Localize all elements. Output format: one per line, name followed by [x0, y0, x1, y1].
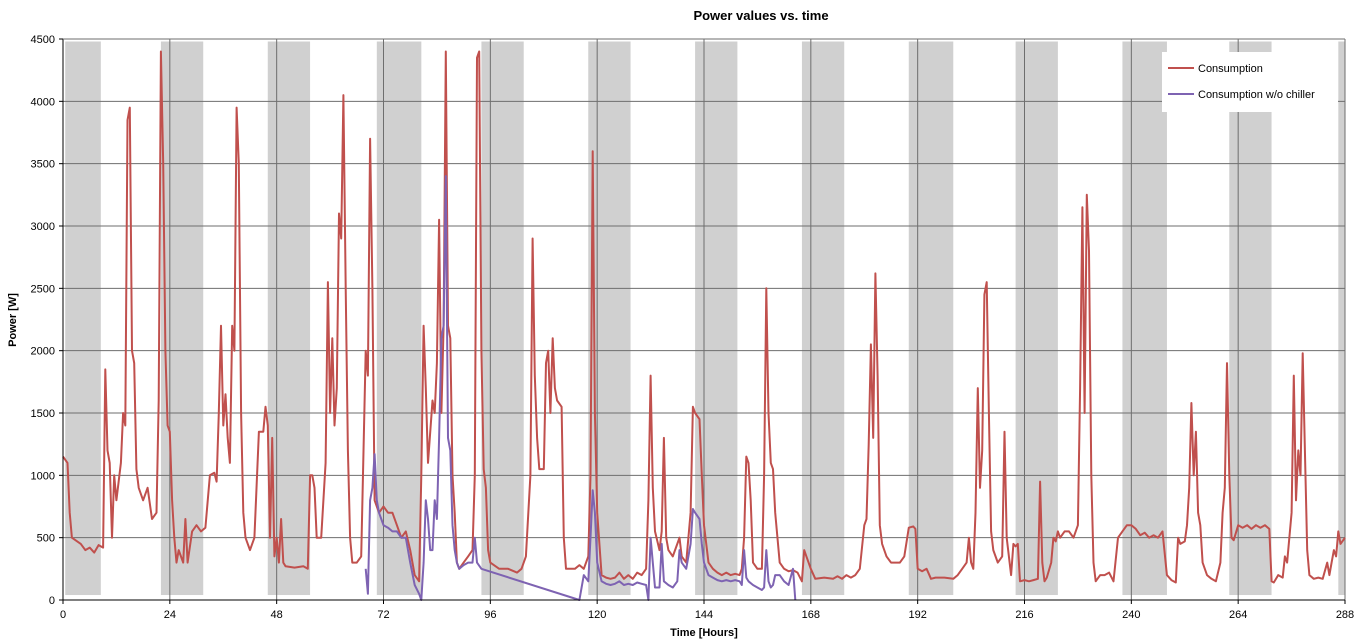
- x-tick-label-4: 96: [484, 609, 496, 621]
- y-tick-label-9: 4500: [31, 34, 55, 46]
- shaded-band-6: [695, 41, 738, 596]
- y-tick-label-0: 0: [49, 595, 55, 607]
- series-line-0: [62, 50, 1346, 584]
- gridlines: [63, 38, 1346, 600]
- shaded-bands: [65, 41, 1345, 596]
- y-axis-title: Power [W]: [7, 293, 19, 347]
- y-tick-label-7: 3500: [31, 159, 55, 171]
- series-lines: [62, 50, 1346, 601]
- axes: 0 500 1000 1500 2000 2500 3000 3500 4000 4500 0 24 4…: [31, 34, 1355, 621]
- shaded-band-2: [267, 41, 311, 596]
- shaded-band-4: [481, 41, 524, 596]
- x-tick-label-11: 264: [1229, 609, 1247, 621]
- x-tick-label-5: 120: [588, 609, 606, 621]
- y-tick-label-3: 1500: [31, 408, 55, 420]
- y-tick-label-8: 4000: [31, 96, 55, 108]
- x-tick-label-9: 216: [1015, 609, 1033, 621]
- x-tick-label-8: 192: [908, 609, 926, 621]
- shaded-band-9: [1015, 41, 1058, 596]
- shaded-band-3: [376, 41, 422, 596]
- x-axis-title: Time [Hours]: [670, 627, 738, 639]
- y-tick-label-5: 2500: [31, 283, 55, 295]
- y-tick-label-2: 1000: [31, 470, 55, 482]
- x-tick-label-12: 288: [1336, 609, 1354, 621]
- x-tick-label-2: 48: [271, 609, 283, 621]
- y-tick-label-4: 2000: [31, 346, 55, 358]
- shaded-band-5: [588, 41, 631, 596]
- legend-label-consumption: Consumption: [1198, 63, 1263, 75]
- x-tick-label-10: 240: [1122, 609, 1140, 621]
- x-tick-label-7: 168: [802, 609, 820, 621]
- y-tick-label-1: 500: [37, 533, 55, 545]
- series-line-1: [364, 175, 797, 601]
- legend-label-consumption-wo-chiller: Consumption w/o chiller: [1198, 89, 1315, 101]
- shaded-band-12: [1338, 41, 1345, 596]
- x-tick-label-6: 144: [695, 609, 713, 621]
- shaded-band-1: [160, 41, 204, 596]
- x-tick-label-0: 0: [60, 609, 66, 621]
- y-tick-label-6: 3000: [31, 221, 55, 233]
- shaded-band-10: [1122, 41, 1167, 596]
- x-tick-label-1: 24: [164, 609, 176, 621]
- legend: Consumption Consumption w/o chiller: [1162, 52, 1338, 112]
- legend-background: [1162, 52, 1338, 112]
- shaded-band-7: [801, 41, 845, 596]
- shaded-band-0: [65, 41, 101, 596]
- x-tick-label-3: 72: [377, 609, 389, 621]
- shaded-band-11: [1229, 41, 1272, 596]
- shaded-band-8: [908, 41, 954, 596]
- chart-title: Power values vs. time: [693, 8, 828, 23]
